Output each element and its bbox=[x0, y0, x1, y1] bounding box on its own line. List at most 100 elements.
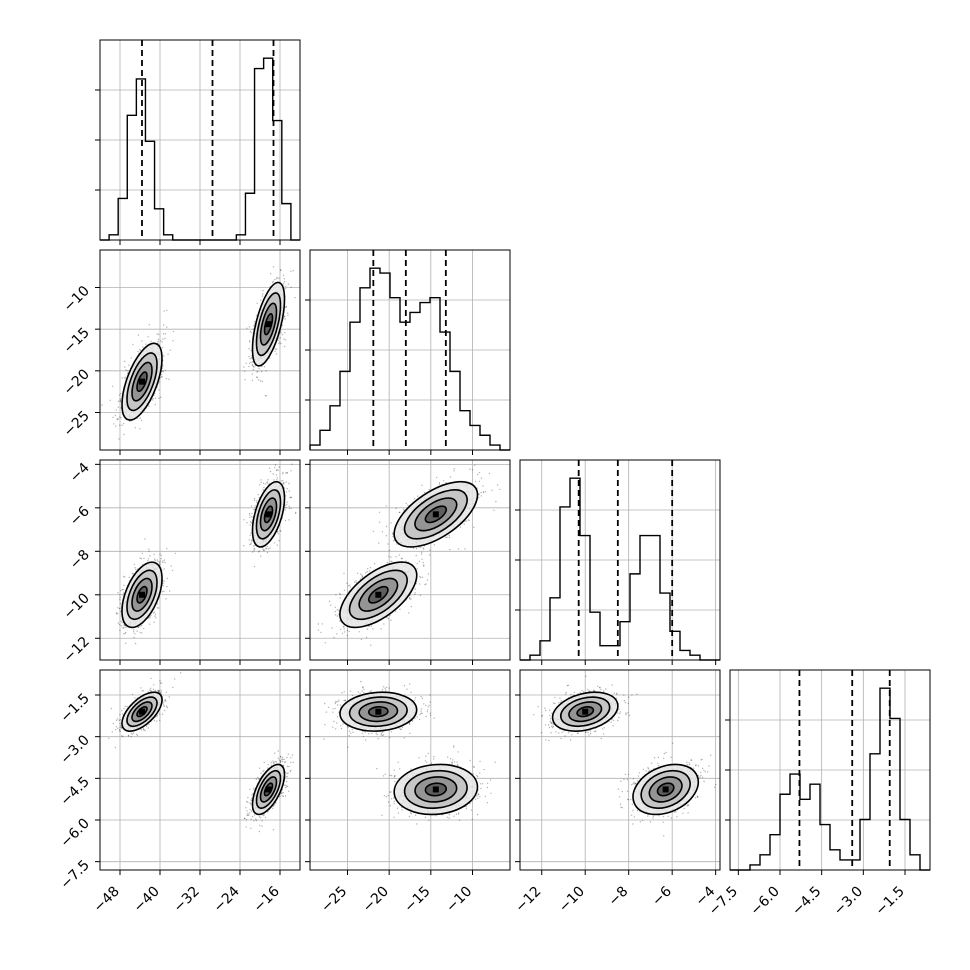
sample-point bbox=[265, 548, 268, 550]
sample-point bbox=[288, 490, 290, 492]
sample-point bbox=[269, 470, 272, 473]
sample-point bbox=[109, 399, 111, 401]
sample-point bbox=[132, 573, 134, 575]
sample-point bbox=[414, 592, 416, 594]
sample-point bbox=[162, 561, 164, 563]
sample-point bbox=[385, 525, 388, 528]
sample-point bbox=[428, 554, 431, 556]
sample-point bbox=[162, 560, 164, 562]
sample-point bbox=[422, 561, 424, 564]
sample-point bbox=[339, 597, 341, 599]
sample-point bbox=[280, 332, 282, 334]
sample-point bbox=[284, 509, 286, 511]
sample-point bbox=[279, 337, 282, 339]
sample-point bbox=[256, 376, 259, 379]
sample-point bbox=[266, 545, 269, 548]
sample-point bbox=[152, 399, 154, 401]
sample-point bbox=[171, 569, 174, 572]
sample-point bbox=[248, 365, 250, 368]
sample-point bbox=[116, 418, 119, 420]
sample-point bbox=[118, 607, 121, 609]
sample-point bbox=[119, 596, 121, 599]
sample-point bbox=[360, 638, 363, 641]
sample-point bbox=[263, 549, 266, 551]
sample-point bbox=[251, 363, 254, 366]
sample-point bbox=[139, 631, 141, 634]
sample-point bbox=[285, 339, 287, 341]
sample-point bbox=[122, 594, 124, 596]
sample-point bbox=[243, 545, 245, 547]
sample-point bbox=[343, 572, 345, 575]
sample-point bbox=[253, 548, 256, 550]
sample-point bbox=[117, 406, 120, 408]
sample-point bbox=[390, 619, 392, 621]
sample-point bbox=[158, 381, 161, 383]
sample-point bbox=[135, 568, 137, 571]
sample-point bbox=[133, 563, 135, 566]
sample-point bbox=[163, 355, 165, 357]
sample-point bbox=[253, 565, 256, 568]
sample-point bbox=[426, 579, 429, 581]
sample-point bbox=[161, 341, 163, 343]
sample-point bbox=[254, 365, 256, 367]
sample-point bbox=[140, 419, 143, 421]
sample-point bbox=[349, 586, 351, 588]
sample-point bbox=[260, 479, 262, 481]
sample-point bbox=[279, 269, 282, 271]
sample-point bbox=[419, 575, 421, 578]
sample-point bbox=[285, 481, 287, 483]
sample-point bbox=[378, 542, 380, 544]
sample-point bbox=[260, 370, 263, 373]
sample-point bbox=[262, 293, 264, 295]
sample-point bbox=[160, 557, 162, 560]
sample-point bbox=[410, 605, 412, 608]
sample-point bbox=[249, 516, 251, 518]
sample-point bbox=[250, 543, 252, 545]
sample-point bbox=[154, 558, 156, 560]
sample-point bbox=[387, 618, 389, 620]
sample-point bbox=[410, 598, 412, 600]
sample-point bbox=[164, 561, 166, 564]
sample-point bbox=[283, 278, 285, 280]
sample-point bbox=[260, 299, 262, 301]
sample-point bbox=[155, 617, 157, 619]
sample-point bbox=[415, 554, 417, 557]
sample-point bbox=[252, 545, 255, 547]
sample-point bbox=[139, 557, 141, 559]
sample-point bbox=[249, 524, 251, 526]
sample-point bbox=[335, 614, 337, 616]
sample-point bbox=[166, 309, 168, 312]
sample-point bbox=[499, 488, 501, 491]
sample-point bbox=[117, 613, 119, 615]
sample-point bbox=[125, 631, 127, 634]
sample-point bbox=[147, 560, 149, 562]
sample-point bbox=[365, 636, 368, 639]
sample-point bbox=[124, 366, 126, 368]
sample-point bbox=[159, 340, 162, 342]
sample-point bbox=[370, 625, 372, 627]
sample-point bbox=[415, 548, 418, 550]
panel-0-0 bbox=[95, 39, 301, 245]
panel-1-0: −10−15−20−25 bbox=[61, 249, 301, 455]
sample-point bbox=[143, 627, 145, 630]
sample-point bbox=[358, 631, 360, 633]
sample-point bbox=[149, 623, 151, 625]
sample-point bbox=[331, 627, 333, 629]
sample-point bbox=[150, 340, 152, 342]
sample-point bbox=[252, 328, 254, 330]
sample-point bbox=[114, 414, 117, 417]
density-peak-1 bbox=[265, 321, 272, 328]
sample-point bbox=[414, 593, 416, 596]
sample-point bbox=[137, 334, 140, 336]
sample-point bbox=[163, 568, 165, 570]
sample-point bbox=[429, 549, 431, 551]
sample-point bbox=[168, 378, 170, 380]
sample-point bbox=[119, 593, 121, 596]
sample-point bbox=[244, 379, 246, 381]
sample-point bbox=[282, 482, 284, 484]
sample-point bbox=[125, 626, 127, 629]
sample-point bbox=[287, 283, 290, 285]
sample-point bbox=[137, 350, 139, 353]
sample-point bbox=[147, 336, 149, 338]
sample-point bbox=[120, 620, 123, 623]
